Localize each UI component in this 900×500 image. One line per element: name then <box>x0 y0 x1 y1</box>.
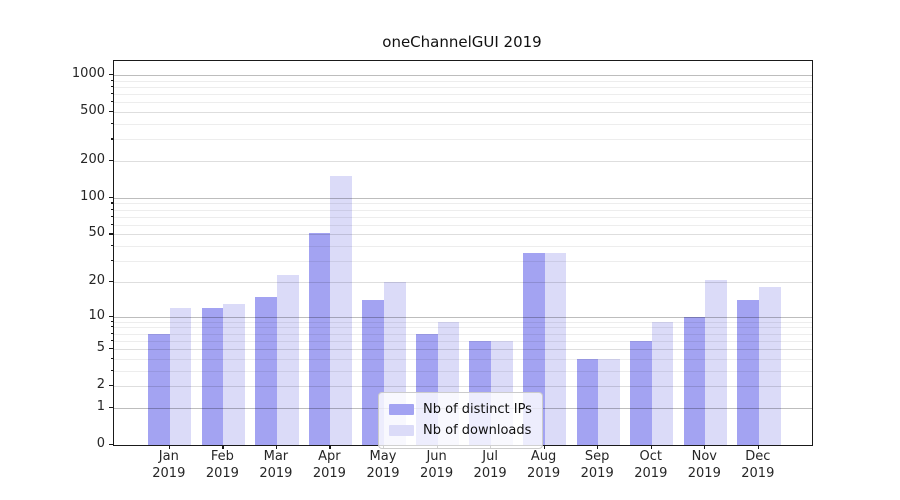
x-tick-label: Aug 2019 <box>527 449 561 481</box>
x-tick-label: Jan 2019 <box>152 449 186 481</box>
x-tick <box>704 445 706 449</box>
x-tick-label: Jun 2019 <box>420 449 454 481</box>
bar <box>683 316 706 445</box>
x-tick-label: Jul 2019 <box>473 449 507 481</box>
x-tick-label: Feb 2019 <box>205 449 239 481</box>
chart-title: oneChannelGUI 2019 <box>382 33 542 51</box>
plot-area: Nb of distinct IPs Nb of downloads <box>113 60 813 449</box>
y-tick <box>109 315 113 317</box>
legend-row: Nb of downloads <box>389 420 532 441</box>
y-tick-label: 100 <box>80 188 105 204</box>
x-tick <box>757 445 759 449</box>
y-tick <box>109 233 113 235</box>
bar <box>651 321 674 445</box>
y-tick-label: 50 <box>88 225 105 241</box>
legend-label: Nb of downloads <box>423 423 532 438</box>
bar <box>308 233 331 445</box>
y-minor-tick <box>110 326 113 328</box>
y-minor-tick <box>110 223 113 225</box>
bar <box>169 307 192 445</box>
y-minor-tick <box>110 123 113 125</box>
x-tick-label: Mar 2019 <box>259 449 293 481</box>
y-tick <box>109 406 113 409</box>
y-minor-tick <box>110 101 113 103</box>
y-minor-tick <box>110 332 113 334</box>
y-minor-tick <box>110 138 113 140</box>
legend: Nb of distinct IPs Nb of downloads <box>378 392 543 449</box>
y-minor-tick <box>110 260 113 262</box>
bars-layer <box>114 61 812 445</box>
bar <box>544 253 567 445</box>
x-tick <box>168 445 170 449</box>
y-minor-tick <box>110 320 113 322</box>
bar <box>148 333 170 445</box>
y-tick-label: 200 <box>80 152 105 167</box>
y-tick <box>109 348 113 350</box>
x-tick-label: Apr 2019 <box>312 449 346 481</box>
x-tick-label: Nov 2019 <box>687 449 721 481</box>
x-tick <box>275 445 278 449</box>
bar <box>737 300 759 445</box>
x-tick-label: Oct 2019 <box>634 449 668 481</box>
y-minor-tick <box>110 215 113 217</box>
bar <box>758 287 781 445</box>
x-tick <box>222 445 224 449</box>
y-minor-tick <box>110 85 113 88</box>
bar <box>630 340 652 445</box>
bar <box>276 274 299 445</box>
legend-swatch <box>389 404 414 415</box>
y-tick-label: 20 <box>88 272 105 288</box>
y-minor-tick <box>110 202 113 204</box>
y-tick-label: 1 <box>96 398 105 414</box>
y-minor-tick <box>110 357 113 359</box>
y-minor-tick <box>110 208 113 210</box>
y-minor-tick <box>110 93 113 95</box>
y-tick-label: 0 <box>96 436 105 451</box>
y-tick <box>109 385 113 387</box>
x-tick-label: Sep 2019 <box>580 449 614 481</box>
y-tick <box>109 111 113 113</box>
bar <box>223 303 246 445</box>
y-tick <box>109 280 113 283</box>
x-tick <box>543 445 545 449</box>
bar <box>255 296 277 445</box>
x-tick <box>597 445 599 449</box>
y-tick-label: 5 <box>96 340 105 355</box>
bar <box>201 307 224 445</box>
y-minor-tick <box>110 79 113 81</box>
bar <box>705 279 727 445</box>
legend-row: Nb of distinct IPs <box>389 399 532 420</box>
y-tick <box>109 444 113 446</box>
y-tick-label: 2 <box>96 377 105 393</box>
y-tick-label: 1000 <box>71 66 105 81</box>
legend-swatch <box>389 425 414 436</box>
y-minor-tick <box>110 245 113 247</box>
bar <box>598 358 620 445</box>
bar <box>330 176 353 445</box>
y-tick <box>109 74 113 76</box>
y-minor-tick <box>110 339 113 341</box>
y-tick <box>109 160 113 162</box>
legend-label: Nb of distinct IPs <box>423 402 532 417</box>
x-tick-label: Dec 2019 <box>741 449 775 481</box>
y-tick <box>109 196 113 198</box>
x-tick-label: May 2019 <box>366 449 400 481</box>
bar <box>576 358 599 445</box>
y-tick-label: 10 <box>88 307 105 323</box>
y-minor-tick <box>110 369 113 371</box>
y-tick-label: 500 <box>80 103 105 119</box>
x-tick <box>329 445 331 449</box>
x-tick <box>650 445 652 449</box>
